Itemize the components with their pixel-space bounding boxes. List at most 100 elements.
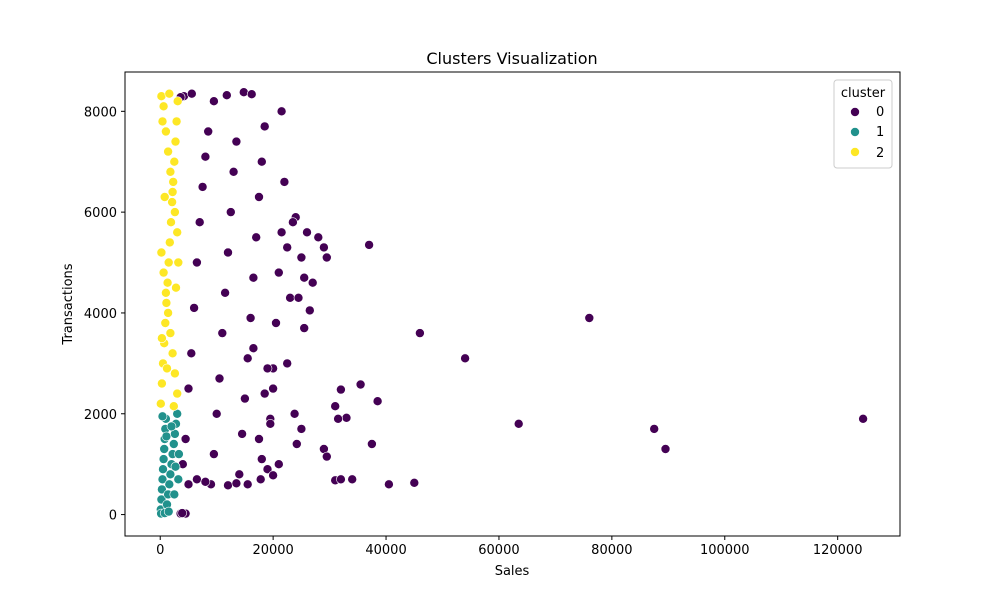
- point-cluster-0: [239, 87, 249, 97]
- point-cluster-2: [157, 378, 167, 389]
- point-cluster-0: [282, 358, 293, 369]
- point-cluster-0: [214, 373, 225, 384]
- point-cluster-1: [174, 449, 184, 459]
- point-cluster-0: [209, 96, 219, 106]
- points-layer: [156, 87, 868, 519]
- point-cluster-2: [165, 167, 176, 177]
- point-cluster-0: [256, 156, 267, 167]
- point-cluster-0: [200, 476, 211, 487]
- point-cluster-2: [157, 116, 168, 127]
- x-tick-label: 80000: [591, 543, 632, 558]
- point-cluster-2: [172, 96, 183, 106]
- point-cluster-0: [299, 323, 310, 333]
- point-cluster-1: [159, 444, 169, 454]
- point-cluster-2: [158, 267, 169, 278]
- legend-title: cluster: [841, 86, 886, 101]
- x-axis: 0 20000 40000 60000 80000 100000 120000: [156, 536, 862, 558]
- point-cluster-0: [186, 348, 197, 359]
- series-cluster-0: [175, 87, 868, 519]
- point-cluster-0: [177, 508, 187, 518]
- point-cluster-1: [166, 421, 177, 432]
- point-cluster-0: [242, 353, 253, 364]
- point-cluster-0: [262, 363, 273, 374]
- point-cluster-0: [296, 424, 307, 434]
- point-cluster-2: [172, 388, 182, 399]
- point-cluster-2: [161, 298, 172, 308]
- point-cluster-0: [180, 434, 191, 444]
- y-tick-label: 0: [109, 509, 117, 524]
- y-axis-label: Transactions: [61, 263, 76, 345]
- point-cluster-0: [254, 192, 264, 202]
- point-cluster-0: [513, 418, 524, 429]
- point-cluster-2: [170, 136, 181, 147]
- point-cluster-0: [307, 277, 318, 288]
- point-cluster-0: [584, 313, 595, 323]
- point-cluster-0: [299, 272, 310, 283]
- point-cluster-0: [302, 227, 312, 238]
- point-cluster-0: [223, 480, 233, 491]
- point-cluster-0: [341, 412, 352, 423]
- point-cluster-0: [183, 383, 194, 394]
- point-cluster-0: [226, 207, 236, 217]
- chart-title: Clusters Visualization: [426, 49, 597, 68]
- point-cluster-0: [242, 479, 253, 490]
- y-tick-label: 4000: [84, 307, 117, 322]
- point-cluster-1: [157, 474, 168, 485]
- point-cluster-0: [231, 136, 242, 147]
- legend-label-cluster-1: 1: [876, 125, 884, 140]
- point-cluster-1: [173, 474, 184, 485]
- point-cluster-2: [171, 116, 182, 127]
- point-cluster-0: [333, 413, 343, 424]
- point-cluster-0: [273, 267, 284, 278]
- point-cluster-0: [220, 287, 230, 298]
- point-cluster-1: [170, 461, 181, 472]
- point-cluster-2: [156, 247, 167, 258]
- point-cluster-0: [460, 353, 470, 364]
- point-cluster-0: [273, 459, 284, 470]
- point-cluster-0: [203, 126, 213, 137]
- point-cluster-2: [167, 348, 178, 359]
- point-cluster-0: [197, 182, 208, 192]
- point-cluster-2: [172, 227, 182, 238]
- point-cluster-2: [169, 156, 180, 167]
- point-cluster-2: [163, 257, 174, 268]
- point-cluster-2: [158, 101, 169, 112]
- point-cluster-0: [187, 88, 197, 99]
- point-cluster-0: [248, 343, 259, 354]
- series-cluster-1: [156, 408, 184, 519]
- point-cluster-2: [169, 401, 179, 412]
- point-cluster-0: [336, 474, 346, 485]
- point-cluster-2: [168, 177, 178, 187]
- point-cluster-2: [163, 308, 173, 318]
- point-cluster-0: [649, 424, 660, 434]
- point-cluster-2: [164, 88, 175, 99]
- point-cluster-2: [171, 282, 181, 293]
- point-cluster-0: [245, 313, 256, 323]
- point-cluster-2: [170, 368, 180, 379]
- point-cluster-0: [321, 252, 332, 263]
- x-tick-label: 0: [156, 543, 164, 558]
- point-cluster-0: [254, 434, 264, 444]
- point-cluster-0: [276, 106, 287, 117]
- x-tick-label: 100000: [700, 543, 750, 558]
- point-cluster-0: [231, 478, 242, 489]
- x-axis-label: Sales: [495, 564, 530, 579]
- point-cluster-0: [276, 227, 287, 238]
- point-cluster-2: [161, 287, 171, 298]
- point-cluster-0: [409, 477, 420, 488]
- point-cluster-0: [259, 388, 270, 399]
- point-cluster-0: [234, 469, 245, 480]
- point-cluster-2: [170, 207, 180, 217]
- point-cluster-0: [222, 90, 232, 100]
- point-cluster-0: [262, 464, 273, 475]
- point-cluster-0: [246, 89, 257, 99]
- point-cluster-0: [200, 151, 211, 162]
- point-cluster-0: [265, 418, 276, 429]
- point-cluster-0: [313, 232, 324, 243]
- point-cluster-1: [157, 411, 168, 422]
- point-cluster-0: [223, 247, 233, 258]
- point-cluster-0: [211, 408, 222, 419]
- point-cluster-0: [296, 252, 307, 263]
- point-cluster-2: [162, 363, 172, 374]
